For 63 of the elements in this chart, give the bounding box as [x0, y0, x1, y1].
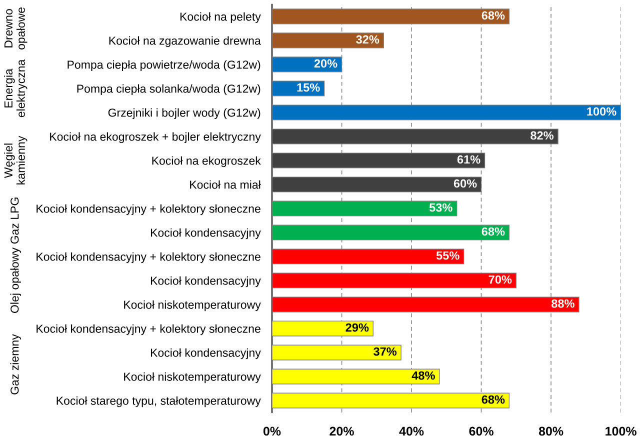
y-tick-label: Kocioł starego typu, stałotemperaturowy — [56, 396, 261, 408]
bar — [272, 104, 621, 120]
data-label: 61% — [457, 155, 480, 164]
bar — [272, 368, 440, 384]
bar — [272, 320, 374, 336]
bar — [272, 200, 458, 216]
data-label: 55% — [436, 251, 460, 260]
y-tick-label: Kocioł kondensacyjny + kolektory słoneczne — [36, 252, 260, 264]
y-tick-label: Kocioł kondensacyjny — [150, 276, 261, 288]
data-label: 100% — [587, 107, 616, 116]
text: Olej opałowy — [10, 248, 22, 313]
text: Energia elektryczna — [4, 59, 28, 118]
bar — [272, 296, 580, 312]
y-tick-label: Kocioł na ekogroszek — [152, 156, 261, 168]
bar — [272, 344, 402, 360]
text: Gaz LPG — [10, 198, 19, 244]
x-tick-label: 20% — [330, 426, 354, 436]
y-tick-label: Kocioł na ekogroszek + bojler elektryczny — [50, 132, 261, 144]
y-tick-label: Pompa ciepła solanka/woda (G12w) — [77, 84, 260, 96]
x-tick-label: 40% — [399, 426, 424, 436]
y-tick-label: Kocioł na pelety — [180, 12, 261, 24]
y-tick-label: Kocioł na miał — [190, 180, 261, 189]
data-label: 29% — [346, 323, 369, 332]
data-label: 32% — [356, 35, 380, 44]
y-tick-label: Kocioł niskotemperaturowy — [124, 372, 261, 384]
x-tick-label: 100% — [606, 426, 636, 436]
bar — [272, 56, 342, 72]
bar — [272, 224, 510, 240]
text: Węgiel kamienny — [4, 136, 28, 184]
data-label: 48% — [412, 371, 435, 380]
y-tick-label: Kocioł kondensacyjny — [150, 348, 261, 360]
bar — [272, 32, 384, 48]
data-label: 60% — [454, 179, 477, 188]
y-tick-label: Kocioł niskotemperaturowy — [124, 300, 261, 312]
text: Drewno opałowe — [4, 8, 28, 50]
data-label: 20% — [314, 59, 338, 68]
data-label: 68% — [482, 11, 505, 20]
bar — [272, 248, 464, 264]
data-label: 53% — [429, 203, 452, 212]
y-tick-label: Pompa ciepła powietrze/woda (G12w) — [68, 60, 260, 72]
bar — [272, 128, 558, 144]
data-label: 82% — [530, 131, 554, 140]
y-tick-label: Kocioł kondensacyjny — [150, 228, 261, 240]
bar — [272, 8, 510, 24]
x-tick-label: 0% — [263, 426, 281, 436]
data-label: 15% — [297, 83, 320, 92]
y-tick-label: Kocioł kondensacyjny + kolektory słoneczne — [36, 204, 260, 216]
bar — [272, 176, 482, 192]
data-label: 68% — [482, 395, 505, 404]
text: Gaz ziemny — [10, 334, 22, 394]
data-label: 70% — [488, 275, 512, 284]
x-tick-label: 60% — [469, 426, 494, 436]
y-tick-label: Kocioł na zgazowanie drewna — [109, 36, 261, 48]
data-label: 68% — [482, 227, 505, 236]
x-tick-label: 80% — [538, 426, 564, 436]
bar — [272, 272, 517, 288]
data-label: 88% — [552, 299, 574, 308]
y-tick-label: Kocioł kondensacyjny + kolektory słoneczne — [36, 324, 260, 336]
bar — [272, 80, 325, 96]
bar — [272, 152, 486, 168]
data-label: 37% — [374, 347, 397, 356]
bar — [272, 392, 510, 408]
y-tick-label: Grzejniki i bojler wody (G12w) — [108, 108, 260, 120]
